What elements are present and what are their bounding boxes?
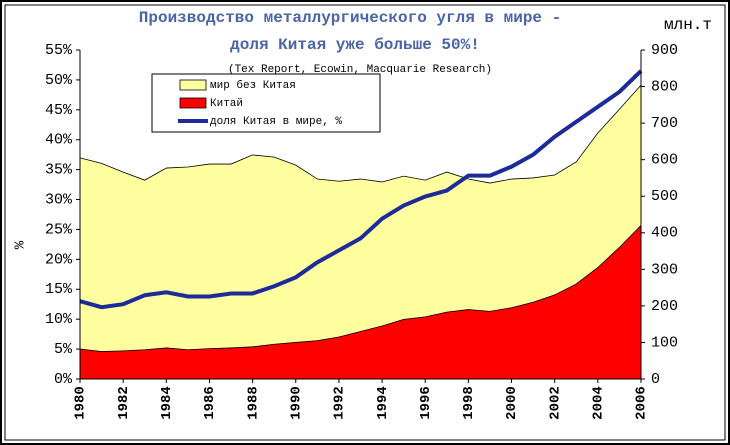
x-tick-label: 1980 [73,386,89,420]
legend-label: доля Китая в мире, % [210,116,342,128]
y-tick-label: 55% [45,42,73,59]
x-tick-label: 1992 [332,386,348,420]
y-tick-label: 30% [45,192,73,209]
y2-tick-label: 200 [651,298,678,315]
x-tick-label: 1990 [288,386,304,420]
legend-swatch [179,79,207,91]
legend-label: Китай [210,98,243,110]
y2-tick-label: 600 [651,152,678,169]
x-tick-label: 1988 [245,386,261,420]
legend-label: мир без Китая [210,79,296,92]
x-tick-label: 1994 [375,386,391,420]
x-tick-label: 1986 [202,386,218,420]
y-tick-label: 25% [45,221,73,238]
x-tick-label: 1996 [418,386,434,420]
chart-title: Производство металлургического угля в ми… [139,9,561,27]
y-tick-label: 50% [45,72,73,89]
x-tick-label: 1982 [116,386,132,420]
chart-subtitle: доля Китая уже больше 50%! [230,36,480,54]
frame-inner [4,4,726,441]
y2-tick-label: 900 [651,42,678,59]
y-tick-label: 0% [54,371,73,388]
y-tick-label: 20% [45,251,73,268]
y-tick-label: 5% [54,341,73,358]
x-tick-label: 1998 [461,386,477,420]
y2-tick-label: 100 [651,334,678,351]
y2-axis-label: млн.т [664,16,712,34]
x-tick-label: 2002 [547,386,563,420]
legend-swatch [179,97,207,109]
source: (Tex Report, Ecowin, Macquarie Research) [228,64,492,76]
y-axis-label: % [13,240,29,249]
y2-tick-label: 0 [651,371,660,388]
y-tick-label: 35% [45,162,73,179]
x-tick-label: 1984 [159,386,175,420]
y2-tick-label: 300 [651,261,678,278]
y2-tick-label: 800 [651,79,678,96]
y2-tick-label: 700 [651,115,678,132]
y-tick-label: 15% [45,281,73,298]
x-tick-label: 2004 [591,386,607,420]
x-tick-label: 2000 [504,386,520,420]
y-tick-label: 45% [45,102,73,119]
y2-tick-label: 400 [651,225,678,242]
y2-tick-label: 500 [651,188,678,205]
line [79,69,643,310]
y-tick-label: 10% [45,311,73,328]
y-tick-label: 40% [45,132,73,149]
x-tick-label: 2006 [634,386,650,420]
